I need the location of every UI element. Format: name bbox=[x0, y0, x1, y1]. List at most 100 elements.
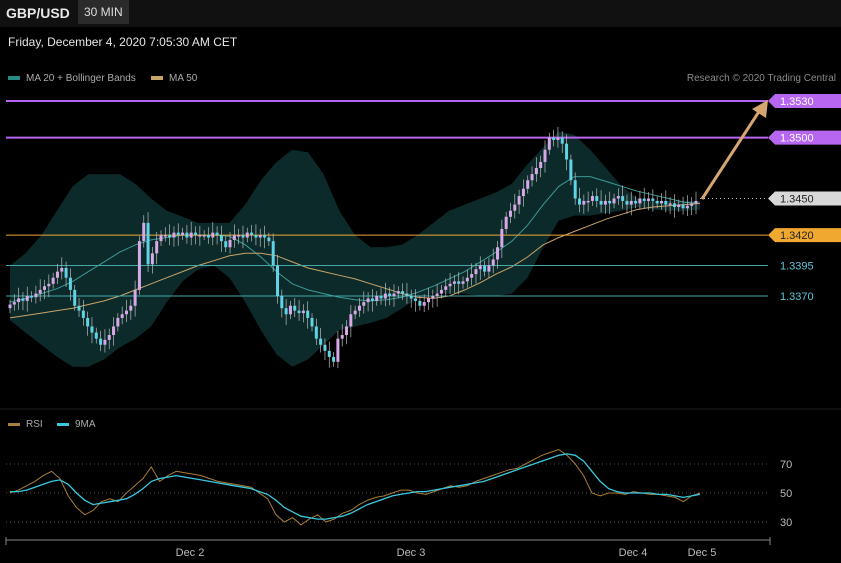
candle-body bbox=[681, 204, 685, 209]
candle-body bbox=[168, 235, 172, 238]
candle-body bbox=[500, 228, 504, 248]
candle-body bbox=[43, 286, 47, 290]
level-label-1.3420: 1.3420 bbox=[780, 230, 814, 242]
candle-body bbox=[81, 310, 85, 318]
candle-body bbox=[211, 232, 215, 238]
candle-body bbox=[146, 222, 150, 265]
candle-body bbox=[99, 338, 103, 345]
candle-body bbox=[672, 203, 676, 208]
candle-body bbox=[552, 137, 556, 140]
candle-body bbox=[595, 196, 599, 201]
candle-body bbox=[590, 196, 594, 201]
candle-body bbox=[159, 235, 163, 242]
candle-body bbox=[349, 314, 353, 327]
timeframe-button[interactable]: 30 MIN bbox=[78, 0, 129, 24]
candle-body bbox=[543, 149, 547, 162]
candle-body bbox=[194, 232, 198, 236]
candle-body bbox=[474, 269, 478, 275]
candle-body bbox=[306, 310, 310, 318]
candle-body bbox=[409, 296, 413, 299]
candle-body bbox=[120, 314, 124, 318]
candle-body bbox=[504, 216, 508, 229]
candle-body bbox=[478, 265, 482, 270]
candle-body bbox=[616, 196, 620, 199]
candle-body bbox=[401, 291, 405, 294]
candle-body bbox=[638, 198, 642, 204]
candle-body bbox=[103, 339, 107, 345]
candle-body bbox=[517, 196, 521, 205]
candle-body bbox=[185, 232, 189, 238]
candle-body bbox=[483, 265, 487, 272]
candle-body bbox=[603, 200, 607, 205]
rsi-level-label-30: 30 bbox=[780, 517, 792, 529]
candle-body bbox=[77, 305, 81, 311]
legend-ma20-label: MA 20 + Bollinger Bands bbox=[26, 73, 136, 84]
candle-body bbox=[64, 267, 68, 278]
level-tag-1.3450 bbox=[768, 191, 841, 206]
candle-body bbox=[405, 293, 409, 296]
candle-body bbox=[150, 253, 154, 265]
candle-body bbox=[582, 200, 586, 205]
candle-body bbox=[68, 277, 72, 290]
level-tag-1.3530 bbox=[768, 94, 841, 108]
legend-rsi-ma: 9MA bbox=[57, 419, 96, 430]
candle-body bbox=[332, 356, 336, 362]
legend-rsi-label: RSI bbox=[26, 419, 43, 430]
candle-body bbox=[465, 277, 469, 282]
candle-body bbox=[664, 200, 668, 205]
candle-body bbox=[293, 305, 297, 311]
candle-body bbox=[452, 281, 456, 284]
candle-body bbox=[362, 302, 366, 306]
candle-body bbox=[181, 232, 185, 236]
candle-body bbox=[435, 293, 439, 296]
candle-body bbox=[651, 198, 655, 201]
candle-body bbox=[383, 293, 387, 299]
candle-body bbox=[634, 200, 638, 204]
candle-body bbox=[694, 200, 698, 204]
candle-body bbox=[677, 204, 681, 208]
rsi-line bbox=[9, 448, 701, 526]
forecast-arrow-line bbox=[700, 109, 762, 200]
legend-ma50: MA 50 bbox=[151, 73, 197, 84]
candle-body bbox=[647, 198, 651, 201]
candle-body bbox=[116, 317, 120, 327]
candle-body bbox=[254, 235, 258, 238]
candle-body bbox=[137, 241, 141, 290]
candle-body bbox=[608, 200, 612, 204]
candle-body bbox=[427, 298, 431, 303]
candle-body bbox=[202, 235, 206, 237]
candle-body bbox=[280, 296, 284, 309]
candle-body bbox=[439, 289, 443, 294]
legend-rsi: RSI bbox=[8, 419, 43, 430]
candle-body bbox=[431, 296, 435, 299]
level-label-1.3395: 1.3395 bbox=[780, 261, 814, 273]
candle-body bbox=[586, 200, 590, 203]
candle-body bbox=[297, 310, 301, 314]
candle-body bbox=[599, 200, 603, 205]
candle-body bbox=[237, 235, 241, 237]
candle-body bbox=[444, 286, 448, 290]
candle-body bbox=[530, 174, 534, 181]
candle-body bbox=[163, 235, 167, 237]
rsi-ma-line bbox=[10, 453, 701, 520]
candle-body bbox=[124, 310, 128, 315]
candle-body bbox=[556, 137, 560, 140]
candle-body bbox=[388, 293, 392, 296]
symbol-label: GBP/USD bbox=[6, 5, 70, 21]
candle-body bbox=[198, 235, 202, 237]
candle-body bbox=[60, 267, 64, 272]
candle-body bbox=[107, 335, 111, 340]
candle-body bbox=[513, 204, 517, 211]
candle-body bbox=[690, 203, 694, 206]
candle-body bbox=[370, 298, 374, 301]
candle-body bbox=[448, 283, 452, 287]
candle-body bbox=[47, 283, 51, 287]
candle-body bbox=[396, 291, 400, 294]
candles bbox=[8, 126, 698, 369]
candle-body bbox=[345, 326, 349, 335]
candle-body bbox=[258, 235, 262, 238]
candle-body bbox=[288, 305, 292, 315]
candle-body bbox=[457, 281, 461, 284]
candle-body bbox=[245, 232, 249, 238]
